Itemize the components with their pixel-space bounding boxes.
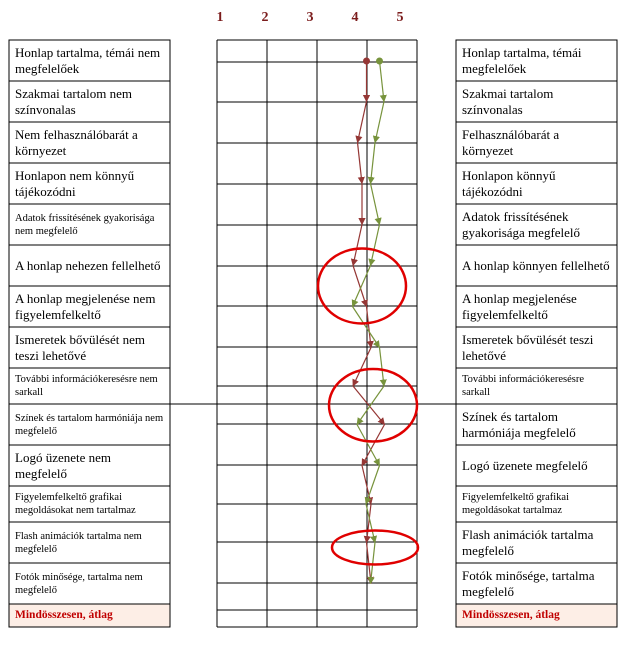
left-row-label-text: Logó üzenete nem megfelelő xyxy=(15,450,112,481)
left-row-label: Honlapon nem könnyű tájékozódni xyxy=(9,163,170,204)
series-2-segment xyxy=(356,424,381,467)
left-row-label-text: További információkeresésre nem sarkall xyxy=(15,374,158,398)
series-1-segment xyxy=(361,424,386,467)
left-row-label: További információkeresésre nem sarkall xyxy=(9,368,170,404)
left-row-label: Honlap tartalma, témái nem megfelelőek xyxy=(9,40,170,81)
series-1-segment xyxy=(352,347,372,387)
left-total-label: Mindösszesen, átlag xyxy=(9,604,170,627)
right-row-label-text: Logó üzenete megfelelő xyxy=(462,457,588,473)
right-row-label: Honlapon könnyű tájékozódni xyxy=(456,163,617,204)
left-row-label: Szakmai tartalom nem színvonalas xyxy=(9,81,170,122)
series-2-segment xyxy=(351,265,372,308)
left-row-label: Színek és tartalom harmóniája nem megfel… xyxy=(9,404,170,445)
right-row-label: Fotók minősége, tartalma megfelelő xyxy=(456,563,617,604)
right-row-label: Flash animációk tartalma megfelelő xyxy=(456,522,617,563)
scale-tick-label: 5 xyxy=(397,10,404,25)
series-2-start-point xyxy=(376,57,383,65)
left-row-label: Logó üzenete nem megfelelő xyxy=(9,445,170,486)
left-row-label: Nem felhasználóbarát a környezet xyxy=(9,122,170,163)
total-row-bg-left xyxy=(9,604,170,627)
right-total-label: Mindösszesen, átlag xyxy=(456,604,617,627)
left-row-label-text: Színek és tartalom harmóniája nem megfel… xyxy=(15,412,164,437)
left-row-label: A honlap nehezen fellelhető xyxy=(9,245,170,286)
left-row-label-text: A honlap megjelenése nem figyelemfelkelt… xyxy=(15,291,156,322)
series-2-segment xyxy=(378,60,387,103)
highlight-ellipse xyxy=(316,247,408,325)
right-row-label-text: Szakmai tartalom színvonalas xyxy=(462,86,554,117)
highlight-ellipse xyxy=(327,367,419,443)
right-row-label-text: Flash animációk tartalma megfelelő xyxy=(462,527,594,558)
right-row-label-text: Ismeretek bővülését teszi lehetővé xyxy=(462,332,594,363)
left-row-label-text: Ismeretek bővülését nem teszi lehetővé xyxy=(15,332,145,363)
right-row-label: További információkeresésre sarkall xyxy=(456,368,617,404)
right-row-label-text: Színek és tartalom harmóniája megfelelő xyxy=(462,409,576,440)
series-2-segment xyxy=(351,306,381,349)
scale-tick-label: 1 xyxy=(217,10,224,25)
left-row-label-text: Szakmai tartalom nem színvonalas xyxy=(15,86,132,117)
left-row-label: A honlap megjelenése nem figyelemfelkelt… xyxy=(9,286,170,327)
right-row-label: Ismeretek bővülését teszi lehetővé xyxy=(456,327,617,368)
series-2-segment xyxy=(369,183,382,226)
series-2-segment xyxy=(356,385,385,426)
left-row-label-text: Honlap tartalma, témái nem megfelelőek xyxy=(15,45,161,76)
series-1-segment xyxy=(363,503,372,544)
left-row-label-text: Nem felhasználóbarát a környezet xyxy=(15,127,138,158)
left-row-label-text: Flash animációk tartalma nem megfelelő xyxy=(15,530,142,555)
series-1-segment xyxy=(365,306,374,349)
right-row-label-text: További információkeresésre sarkall xyxy=(462,374,585,398)
series-1-segment xyxy=(352,385,385,426)
series-2-segment xyxy=(368,224,381,267)
right-row-label: A honlap könnyen fellelhető xyxy=(456,245,617,286)
left-row-label: Figyelemfelkeltő grafikai megoldásokat n… xyxy=(9,486,170,522)
right-row-label-text: Adatok frissítésének gyakorisága megfele… xyxy=(462,209,581,240)
right-row-label: Adatok frissítésének gyakorisága megfele… xyxy=(456,204,617,245)
right-row-label: Logó üzenete megfelelő xyxy=(456,445,617,486)
left-row-label: Ismeretek bővülését nem teszi lehetővé xyxy=(9,327,170,368)
series-1-segment xyxy=(356,142,365,185)
series-2-segment xyxy=(367,542,376,585)
series-2-segment xyxy=(378,347,387,387)
right-row-label: Felhasználóbarát a környezet xyxy=(456,122,617,163)
right-row-label-text: A honlap megjelenése figyelemfelkeltő xyxy=(462,291,577,322)
highlight-ellipse xyxy=(330,529,420,566)
right-row-label-text: Felhasználóbarát a környezet xyxy=(462,127,560,158)
right-row-label-text: A honlap könnyen fellelhető xyxy=(462,257,610,273)
scale-tick-label: 4 xyxy=(352,10,359,25)
left-row-label-text: Fotók minősége, tartalma nem megfelelő xyxy=(15,571,143,596)
left-row-label: Fotók minősége, tartalma nem megfelelő xyxy=(9,563,170,604)
right-total-label-text: Mindösszesen, átlag xyxy=(462,608,560,621)
series-1-segment xyxy=(352,265,368,308)
left-row-label: Flash animációk tartalma nem megfelelő xyxy=(9,522,170,563)
scale-tick-label: 3 xyxy=(307,10,314,25)
right-row-label-text: Fotók minősége, tartalma megfelelő xyxy=(462,568,595,599)
series-1-segment xyxy=(355,101,368,144)
left-row-label-text: Honlapon nem könnyű tájékozódni xyxy=(15,168,135,199)
right-row-label: A honlap megjelenése figyelemfelkeltő xyxy=(456,286,617,327)
total-row-bg-right xyxy=(456,604,617,627)
left-row-label-text: Adatok frissítésének gyakorisága nem meg… xyxy=(15,212,155,237)
right-row-label: Színek és tartalom harmóniája megfelelő xyxy=(456,404,617,445)
right-row-label-text: Figyelemfelkeltő grafikai megoldásokat t… xyxy=(462,492,570,516)
right-row-label: Figyelemfelkeltő grafikai megoldásokat t… xyxy=(456,486,617,522)
series-2-segment xyxy=(372,101,385,144)
left-row-label-text: A honlap nehezen fellelhető xyxy=(15,257,161,273)
series-2-segment xyxy=(364,465,381,505)
series-1-start-point xyxy=(363,57,370,65)
right-row-label: Honlap tartalma, témái megfelelőek xyxy=(456,40,617,81)
series-2-segment xyxy=(367,142,376,185)
right-row-label-text: Honlap tartalma, témái megfelelőek xyxy=(462,45,582,76)
left-total-label-text: Mindösszesen, átlag xyxy=(15,608,113,621)
left-row-label-text: Figyelemfelkeltő grafikai megoldásokat n… xyxy=(15,492,136,516)
right-row-label-text: Honlapon könnyű tájékozódni xyxy=(462,168,556,199)
series-2-segment xyxy=(365,503,378,544)
series-1-segment xyxy=(350,224,363,267)
right-row-label: Szakmai tartalom színvonalas xyxy=(456,81,617,122)
left-row-label: Adatok frissítésének gyakorisága nem meg… xyxy=(9,204,170,245)
scale-tick-label: 2 xyxy=(262,10,269,25)
